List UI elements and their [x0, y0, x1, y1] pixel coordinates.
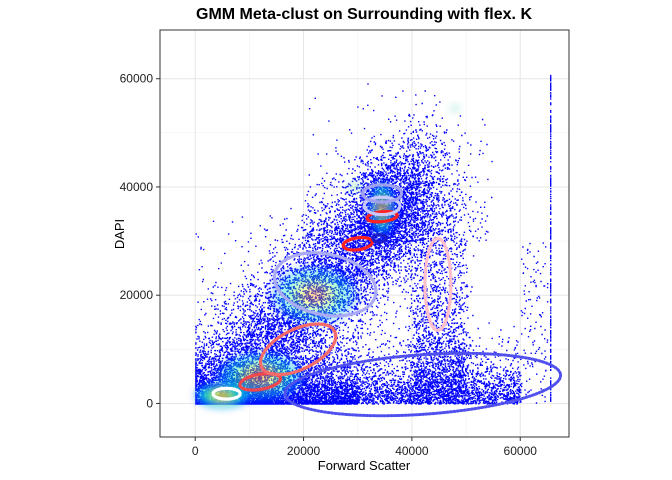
cluster-ellipse [341, 235, 374, 252]
cluster-ellipse [238, 371, 283, 392]
cluster-ellipse [283, 351, 563, 418]
x-tick-label: 20000 [287, 444, 321, 458]
x-axis: 0 20000 40000 60000 [192, 437, 537, 458]
y-axis: 0 20000 40000 60000 [120, 72, 160, 410]
cluster-ellipse [365, 210, 399, 224]
y-tick-label: 20000 [120, 288, 154, 302]
plot-panel-border [159, 29, 570, 438]
density-blob [450, 104, 461, 113]
density-blob [346, 182, 364, 192]
density-blob [265, 262, 364, 328]
cluster-ellipse [371, 232, 388, 244]
cluster-ellipse [272, 251, 378, 318]
y-tick-label: 60000 [120, 72, 154, 86]
x-axis-title: Forward Scatter [318, 458, 411, 473]
x-tick-label: 60000 [504, 444, 538, 458]
cluster-ellipse [423, 236, 453, 332]
cluster-ellipse [211, 386, 242, 401]
cluster-ellipses [211, 183, 563, 418]
cluster-ellipse [258, 322, 338, 377]
y-tick-label: 40000 [120, 180, 154, 194]
y-axis-title: DAPI [112, 219, 127, 249]
cluster-ellipse [361, 183, 404, 204]
chart-title: GMM Meta-clust on Surrounding with flex.… [196, 6, 532, 23]
cluster-ellipse [362, 195, 402, 217]
density-blob [368, 178, 397, 239]
x-tick-label: 0 [192, 444, 199, 458]
y-tick-label: 0 [146, 396, 153, 410]
x-tick-label: 40000 [395, 444, 429, 458]
